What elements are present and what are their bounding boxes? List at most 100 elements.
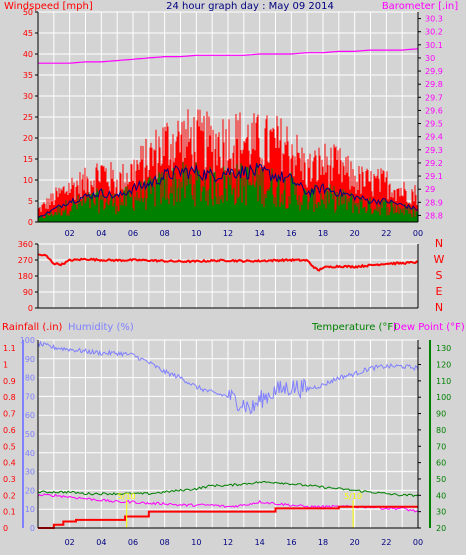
dewpoint-axis-label: Dew Point (°F) — [393, 322, 465, 333]
compass-letter: N — [435, 237, 443, 250]
temperature-tick-label: 130 — [436, 344, 451, 353]
barometer-tick-label: 29.1 — [425, 172, 443, 181]
temperature-tick-label: 120 — [436, 361, 451, 370]
windspeed-tick-label: 30 — [23, 92, 33, 101]
barometer-tick-label: 30.1 — [425, 41, 443, 50]
hour-tick-label: 12 — [223, 229, 233, 238]
temperature-tick-label: 100 — [436, 393, 451, 402]
rainfall-line — [38, 505, 418, 529]
direction-tick-label: 0 — [28, 304, 33, 313]
temperature-tick-label: 60 — [436, 459, 446, 468]
hour-tick-label: 18 — [318, 229, 328, 238]
day-marker-label: 5/10 — [344, 492, 362, 501]
humidity-tick-label: 100 — [20, 336, 35, 345]
humidity-tick-label: 60 — [25, 411, 35, 420]
windspeed-tick-label: 5 — [28, 197, 33, 206]
barometer-tick-label: 29.8 — [425, 80, 443, 89]
rain-tick-label: 0.2 — [3, 491, 16, 500]
humidity-tick-label: 30 — [25, 468, 35, 477]
temperature-tick-label: 50 — [436, 475, 446, 484]
windspeed-tick-label: 45 — [23, 29, 33, 38]
wind-direction-line — [37, 253, 419, 272]
barometer-tick-label: 28.8 — [425, 211, 443, 220]
temperature-tick-label: 40 — [436, 491, 446, 500]
direction-tick-label: 90 — [23, 288, 33, 297]
temperature-tick-label: 30 — [436, 508, 446, 517]
hour-tick-label: 18 — [318, 538, 328, 547]
barometer-tick-label: 29.2 — [425, 159, 443, 168]
humidity-tick-label: 20 — [25, 486, 35, 495]
direction-tick-label: 360 — [18, 240, 33, 249]
hour-tick-label: 04 — [96, 229, 106, 238]
hour-tick-label: 10 — [191, 538, 201, 547]
rainfall-axis-label: Rainfall (.in) — [2, 322, 63, 333]
temperature-tick-label: 70 — [436, 442, 446, 451]
rain-tick-label: 0.1 — [3, 508, 16, 517]
avg-wind-line — [37, 162, 419, 219]
temperature-tick-label: 20 — [436, 524, 446, 533]
windspeed-tick-label: 35 — [23, 71, 33, 80]
rain-tick-label: 0.7 — [3, 410, 16, 419]
windspeed-tick-label: 40 — [23, 50, 33, 59]
windspeed-tick-label: 0 — [28, 218, 33, 227]
barometer-tick-label: 30.2 — [425, 28, 443, 37]
windspeed-axis-label: Windspeed [mph] — [4, 1, 93, 12]
temperature-tick-label: 80 — [436, 426, 446, 435]
barometer-line — [38, 48, 419, 64]
barometer-tick-label: 29.3 — [425, 146, 443, 155]
humidity-tick-label: 0 — [30, 524, 35, 533]
hour-tick-label: 16 — [286, 229, 296, 238]
windspeed-tick-label: 50 — [23, 8, 33, 17]
barometer-tick-label: 29.9 — [425, 67, 443, 76]
hour-tick-label: 08 — [160, 538, 170, 547]
hour-tick-label: 14 — [255, 229, 265, 238]
hour-tick-label: 12 — [223, 538, 233, 547]
humidity-tick-label: 40 — [25, 449, 35, 458]
hour-tick-label: 22 — [381, 229, 391, 238]
temperature-tick-label: 110 — [436, 377, 451, 386]
rain-tick-label: 0.8 — [3, 393, 16, 402]
barometer-tick-label: 29.5 — [425, 120, 443, 129]
hour-tick-label: 06 — [128, 229, 138, 238]
humidity-tick-label: 80 — [25, 374, 35, 383]
hour-tick-label: 06 — [128, 538, 138, 547]
windspeed-tick-label: 15 — [23, 155, 33, 164]
hour-tick-label: 20 — [350, 538, 360, 547]
barometer-tick-label: 30.3 — [425, 15, 443, 24]
rain-tick-label: 0.3 — [3, 475, 16, 484]
rain-tick-label: 0.9 — [3, 377, 16, 386]
barometer-axis-label: Barometer [.in] — [382, 1, 458, 12]
rain-tick-label: 0.4 — [3, 459, 16, 468]
barometer-tick-label: 29 — [425, 185, 435, 194]
direction-tick-label: 270 — [18, 256, 33, 265]
compass-letter: N — [435, 301, 443, 314]
hour-tick-label: 16 — [286, 538, 296, 547]
hour-tick-label: 08 — [160, 229, 170, 238]
barometer-tick-label: 29.6 — [425, 106, 443, 115]
humidity-axis-label: Humidity (%) — [68, 322, 134, 333]
rain-tick-label: 0 — [3, 524, 8, 533]
compass-letter: W — [434, 253, 445, 266]
hour-tick-label: 00 — [413, 229, 423, 238]
humidity-tick-label: 10 — [25, 505, 35, 514]
windspeed-tick-label: 10 — [23, 176, 33, 185]
humidity-line — [37, 340, 419, 415]
rain-tick-label: 1.1 — [3, 344, 16, 353]
humidity-tick-label: 50 — [25, 430, 35, 439]
hour-tick-label: 02 — [65, 538, 75, 547]
hour-tick-label: 00 — [413, 538, 423, 547]
temperature-line — [37, 480, 419, 498]
barometer-tick-label: 28.9 — [425, 198, 443, 207]
hour-tick-label: 04 — [96, 538, 106, 547]
windspeed-tick-label: 25 — [23, 113, 33, 122]
rain-tick-label: 1 — [3, 361, 8, 370]
chart-title: 24 hour graph day : May 09 2014 — [166, 1, 334, 12]
humidity-tick-label: 90 — [25, 355, 35, 364]
day-marker-label: 5/10 — [118, 492, 136, 501]
hour-tick-label: 02 — [65, 229, 75, 238]
rain-tick-label: 0.5 — [3, 442, 16, 451]
wind-barometer-panel: 0 5 10 15 20 25 30 35 40 45 50 28.8 28.9 29 29.1 29.2 29… — [23, 8, 443, 238]
